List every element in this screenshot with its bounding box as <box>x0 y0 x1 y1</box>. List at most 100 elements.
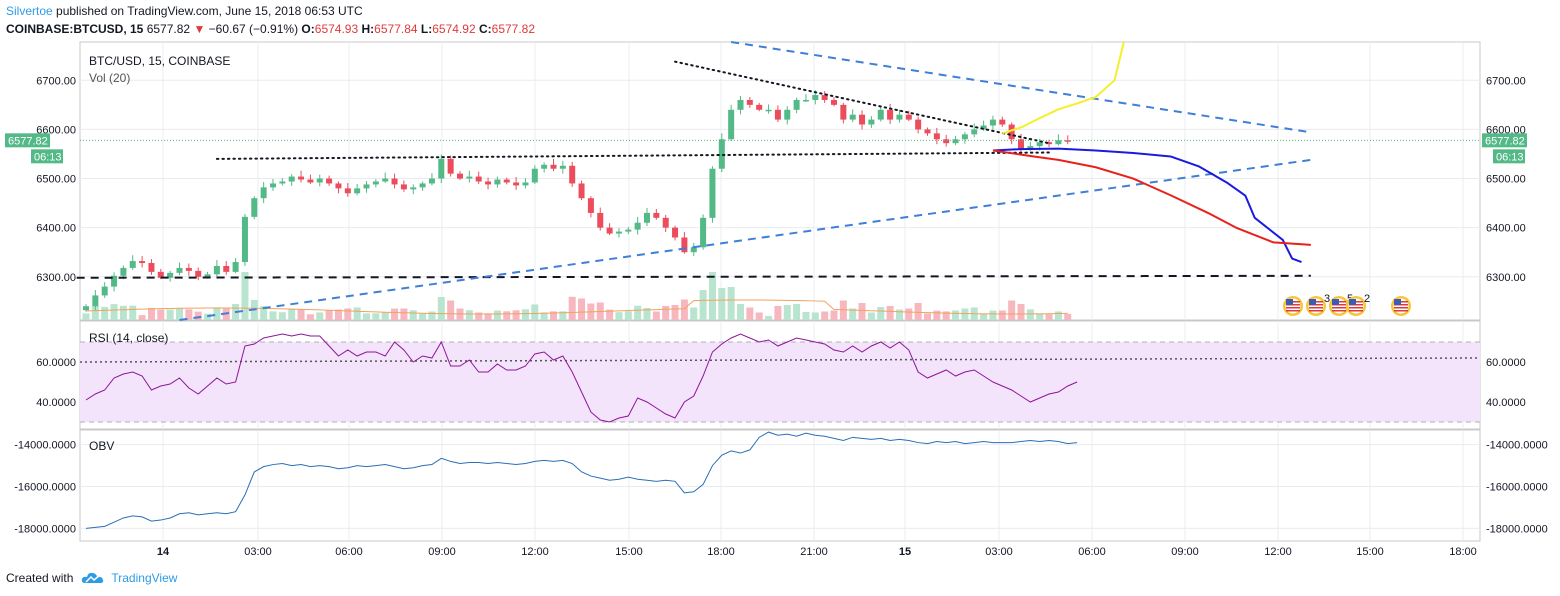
volume-bar <box>961 309 968 321</box>
candle-body <box>102 287 108 296</box>
x-tick-label: 18:00 <box>1449 546 1477 558</box>
trend-line[interactable] <box>731 42 1311 132</box>
volume-bar <box>1046 314 1053 320</box>
volume-bar <box>756 313 763 321</box>
candle-body <box>251 198 257 217</box>
x-tick-label: 21:00 <box>800 546 828 558</box>
volume-bar <box>821 312 828 321</box>
x-tick-label: 09:00 <box>1171 546 1199 558</box>
volume-bar <box>503 311 510 320</box>
candle-body <box>139 261 145 263</box>
x-tick-label: 18:00 <box>707 546 735 558</box>
us-flag-icon[interactable] <box>1391 296 1411 316</box>
y-tick-label-left: 6700.00 <box>36 75 76 87</box>
trend-line[interactable] <box>217 153 1049 159</box>
volume-bar <box>634 306 641 320</box>
candle-body <box>700 218 706 247</box>
obv-pane[interactable] <box>80 430 1480 541</box>
x-tick-label: 12:00 <box>521 546 549 558</box>
candle-body <box>569 166 575 184</box>
candle-body <box>868 120 874 125</box>
y-tick-label-left: 60.0000 <box>36 357 76 369</box>
rsi-band <box>80 342 1480 422</box>
volume-bar <box>466 310 473 320</box>
volume-bar <box>709 272 716 320</box>
candle-body <box>878 110 884 120</box>
last-price-tag-text: 6577.82 <box>1485 135 1525 147</box>
candle-body <box>672 228 678 238</box>
candle-body <box>205 274 211 276</box>
y-tick-label-right: 6400.00 <box>1486 223 1526 235</box>
candle-body <box>326 179 332 184</box>
candle-body <box>279 181 285 183</box>
candle-body <box>644 213 650 223</box>
candle-body <box>345 188 351 193</box>
candle-body <box>438 159 444 179</box>
candle-body <box>177 268 183 273</box>
volume-bar <box>700 290 707 320</box>
y-tick-label-left: 40.0000 <box>36 397 76 409</box>
volume-bar <box>157 310 164 320</box>
volume-bar <box>139 315 146 320</box>
volume-bar <box>410 310 417 320</box>
flag-canton <box>1286 299 1293 305</box>
obv-pane-title: OBV <box>89 439 114 453</box>
volume-label: Vol (20) <box>89 71 130 85</box>
candle-body <box>494 180 500 185</box>
event-badges[interactable]: 352 <box>1283 293 1411 316</box>
volume-bar <box>419 313 426 320</box>
flag-stripe <box>1309 310 1323 312</box>
candle-body <box>794 100 800 110</box>
candle-body <box>513 182 519 185</box>
volume-bar <box>765 316 772 320</box>
flag-canton <box>1394 299 1401 305</box>
volume-bar <box>316 312 323 320</box>
volume-bar <box>344 309 351 321</box>
y-tick-label-left: -16000.0000 <box>14 482 76 494</box>
candle-body <box>775 110 781 120</box>
volume-bar <box>176 309 183 321</box>
candle-body <box>401 184 407 189</box>
volume-bar <box>354 308 361 321</box>
candle-body <box>990 120 996 126</box>
candle-body <box>504 180 510 183</box>
volume-bar <box>877 307 884 320</box>
flag-stripe <box>1394 310 1408 312</box>
candle-body <box>812 95 818 100</box>
candle-body <box>298 177 304 180</box>
volume-bar <box>195 312 202 320</box>
candle-body <box>289 177 295 182</box>
volume-bar <box>400 309 407 321</box>
volume-bar <box>326 311 333 321</box>
flag-stripe <box>1394 307 1408 309</box>
candle-body <box>382 179 388 182</box>
candle-body <box>766 110 772 112</box>
candle-body <box>579 183 585 198</box>
volume-bar <box>933 311 940 320</box>
candle-body <box>120 268 126 276</box>
candle-body <box>625 230 631 232</box>
projection-curve <box>1002 42 1124 133</box>
volume-bar <box>896 310 903 321</box>
countdown-tag-text: 06:13 <box>34 151 62 163</box>
candle-body <box>410 187 416 189</box>
created-with-label: Created with <box>6 571 73 585</box>
us-flag-icon[interactable] <box>1283 296 1303 316</box>
y-tick-label-right: -14000.0000 <box>1486 440 1548 452</box>
candle-body <box>223 266 229 272</box>
tradingview-link[interactable]: TradingView <box>111 571 177 585</box>
volume-bar <box>83 313 90 320</box>
volume-bar <box>391 309 398 320</box>
x-tick-label: 03:00 <box>985 546 1013 558</box>
candle-body <box>551 165 557 169</box>
flag-canton <box>1332 299 1339 305</box>
candle-body <box>616 232 622 234</box>
volume-bar <box>737 304 744 320</box>
candle-body <box>719 139 725 168</box>
us-flag-icon[interactable]: 3 <box>1306 293 1330 316</box>
x-tick-label: 09:00 <box>428 546 456 558</box>
trend-lines[interactable] <box>77 42 1480 320</box>
volume-bar <box>989 311 996 320</box>
candle-body <box>485 181 491 184</box>
